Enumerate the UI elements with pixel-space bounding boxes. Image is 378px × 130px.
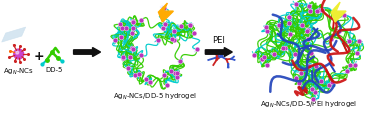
Text: DD-5: DD-5 bbox=[45, 67, 62, 73]
Polygon shape bbox=[158, 3, 174, 22]
Polygon shape bbox=[74, 48, 101, 57]
Polygon shape bbox=[205, 48, 232, 57]
Polygon shape bbox=[331, 2, 346, 22]
Circle shape bbox=[14, 49, 24, 59]
Text: +: + bbox=[33, 50, 44, 63]
Polygon shape bbox=[2, 27, 26, 42]
Circle shape bbox=[16, 51, 19, 54]
Text: Ag$_{N}$-NCs/DD-5 hydrogel: Ag$_{N}$-NCs/DD-5 hydrogel bbox=[113, 92, 197, 102]
Text: Ag$_{N}$-NCs: Ag$_{N}$-NCs bbox=[3, 67, 34, 77]
Text: Ag$_{N}$-NCs/DD-5/PEI hydrogel: Ag$_{N}$-NCs/DD-5/PEI hydrogel bbox=[260, 100, 357, 110]
Text: PEI: PEI bbox=[212, 36, 225, 45]
